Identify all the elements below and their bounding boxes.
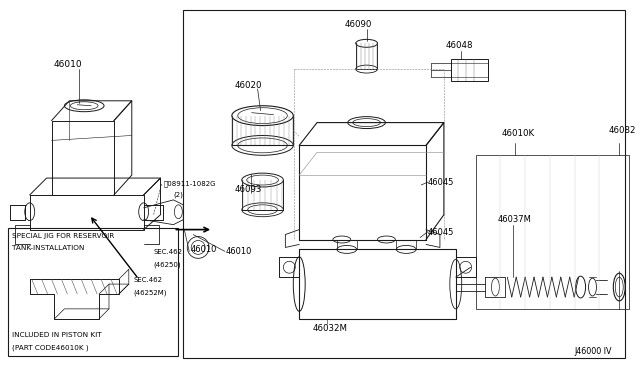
Text: (46252M): (46252M) — [134, 289, 167, 295]
Bar — [183, 10, 625, 358]
Text: SPECIAL JIG FOR RESERVOIR: SPECIAL JIG FOR RESERVOIR — [12, 232, 114, 238]
Bar — [476, 155, 629, 309]
Text: 46093: 46093 — [235, 185, 262, 194]
Text: TANK-INSTALLATION: TANK-INSTALLATION — [12, 246, 84, 251]
Text: 46090: 46090 — [345, 20, 372, 29]
Text: 46010: 46010 — [53, 60, 82, 69]
Bar — [451, 59, 488, 81]
Ellipse shape — [232, 106, 293, 126]
Text: 46032M: 46032M — [312, 324, 347, 333]
Text: 46082: 46082 — [609, 126, 636, 135]
Bar — [451, 63, 488, 77]
Text: SEC.462: SEC.462 — [134, 277, 163, 283]
Text: SEC.462: SEC.462 — [154, 249, 182, 256]
Text: 46045: 46045 — [428, 178, 454, 187]
Text: INCLUDED IN PISTON KIT: INCLUDED IN PISTON KIT — [12, 332, 102, 338]
Bar — [8, 228, 179, 356]
Text: 46020: 46020 — [235, 81, 262, 90]
Text: (2): (2) — [173, 192, 183, 198]
Text: J46000 IV: J46000 IV — [575, 347, 612, 356]
Text: ⓝ08911-1082G: ⓝ08911-1082G — [163, 180, 216, 187]
Text: 46037M: 46037M — [497, 215, 531, 224]
Text: 46010K: 46010K — [501, 129, 534, 138]
Text: 46010: 46010 — [190, 245, 216, 254]
Text: 46010: 46010 — [226, 247, 252, 256]
Text: 46045: 46045 — [428, 228, 454, 237]
Text: (46250): (46250) — [154, 261, 181, 268]
Text: (PART CODE46010K ): (PART CODE46010K ) — [12, 344, 88, 351]
Text: 46048: 46048 — [446, 41, 474, 50]
